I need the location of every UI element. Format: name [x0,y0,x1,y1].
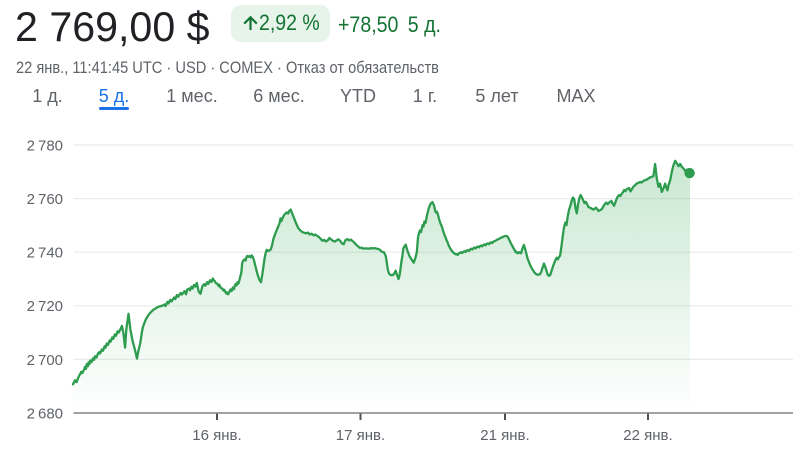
svg-text:17 янв.: 17 янв. [336,427,385,444]
svg-text:16 янв.: 16 янв. [192,427,241,444]
svg-text:2 780: 2 780 [27,137,63,154]
svg-text:2 700: 2 700 [27,352,63,369]
svg-text:22 янв.: 22 янв. [623,427,672,444]
svg-text:2 680: 2 680 [27,405,63,422]
svg-text:21 янв.: 21 янв. [480,427,529,444]
svg-text:2 760: 2 760 [27,191,63,208]
svg-text:2 740: 2 740 [27,245,63,262]
svg-text:2 720: 2 720 [27,298,63,315]
